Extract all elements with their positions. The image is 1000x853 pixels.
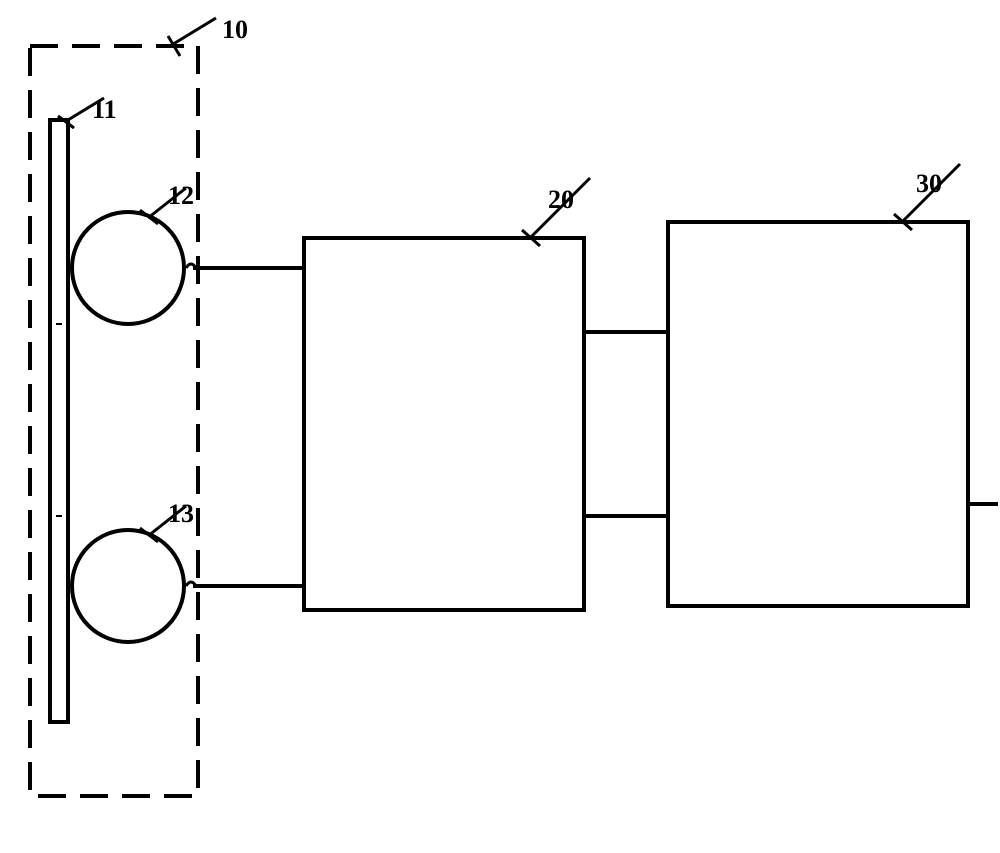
- bar-11: [50, 120, 68, 722]
- label-11: 11: [92, 95, 117, 124]
- box-30: [668, 222, 968, 606]
- label-12: 12: [168, 181, 194, 210]
- dashed-box-10: [30, 46, 198, 796]
- label-30: 30: [916, 169, 942, 198]
- label-10: 10: [222, 15, 248, 44]
- label-20: 20: [548, 185, 574, 214]
- label-13: 13: [168, 499, 194, 528]
- box-20: [304, 238, 584, 610]
